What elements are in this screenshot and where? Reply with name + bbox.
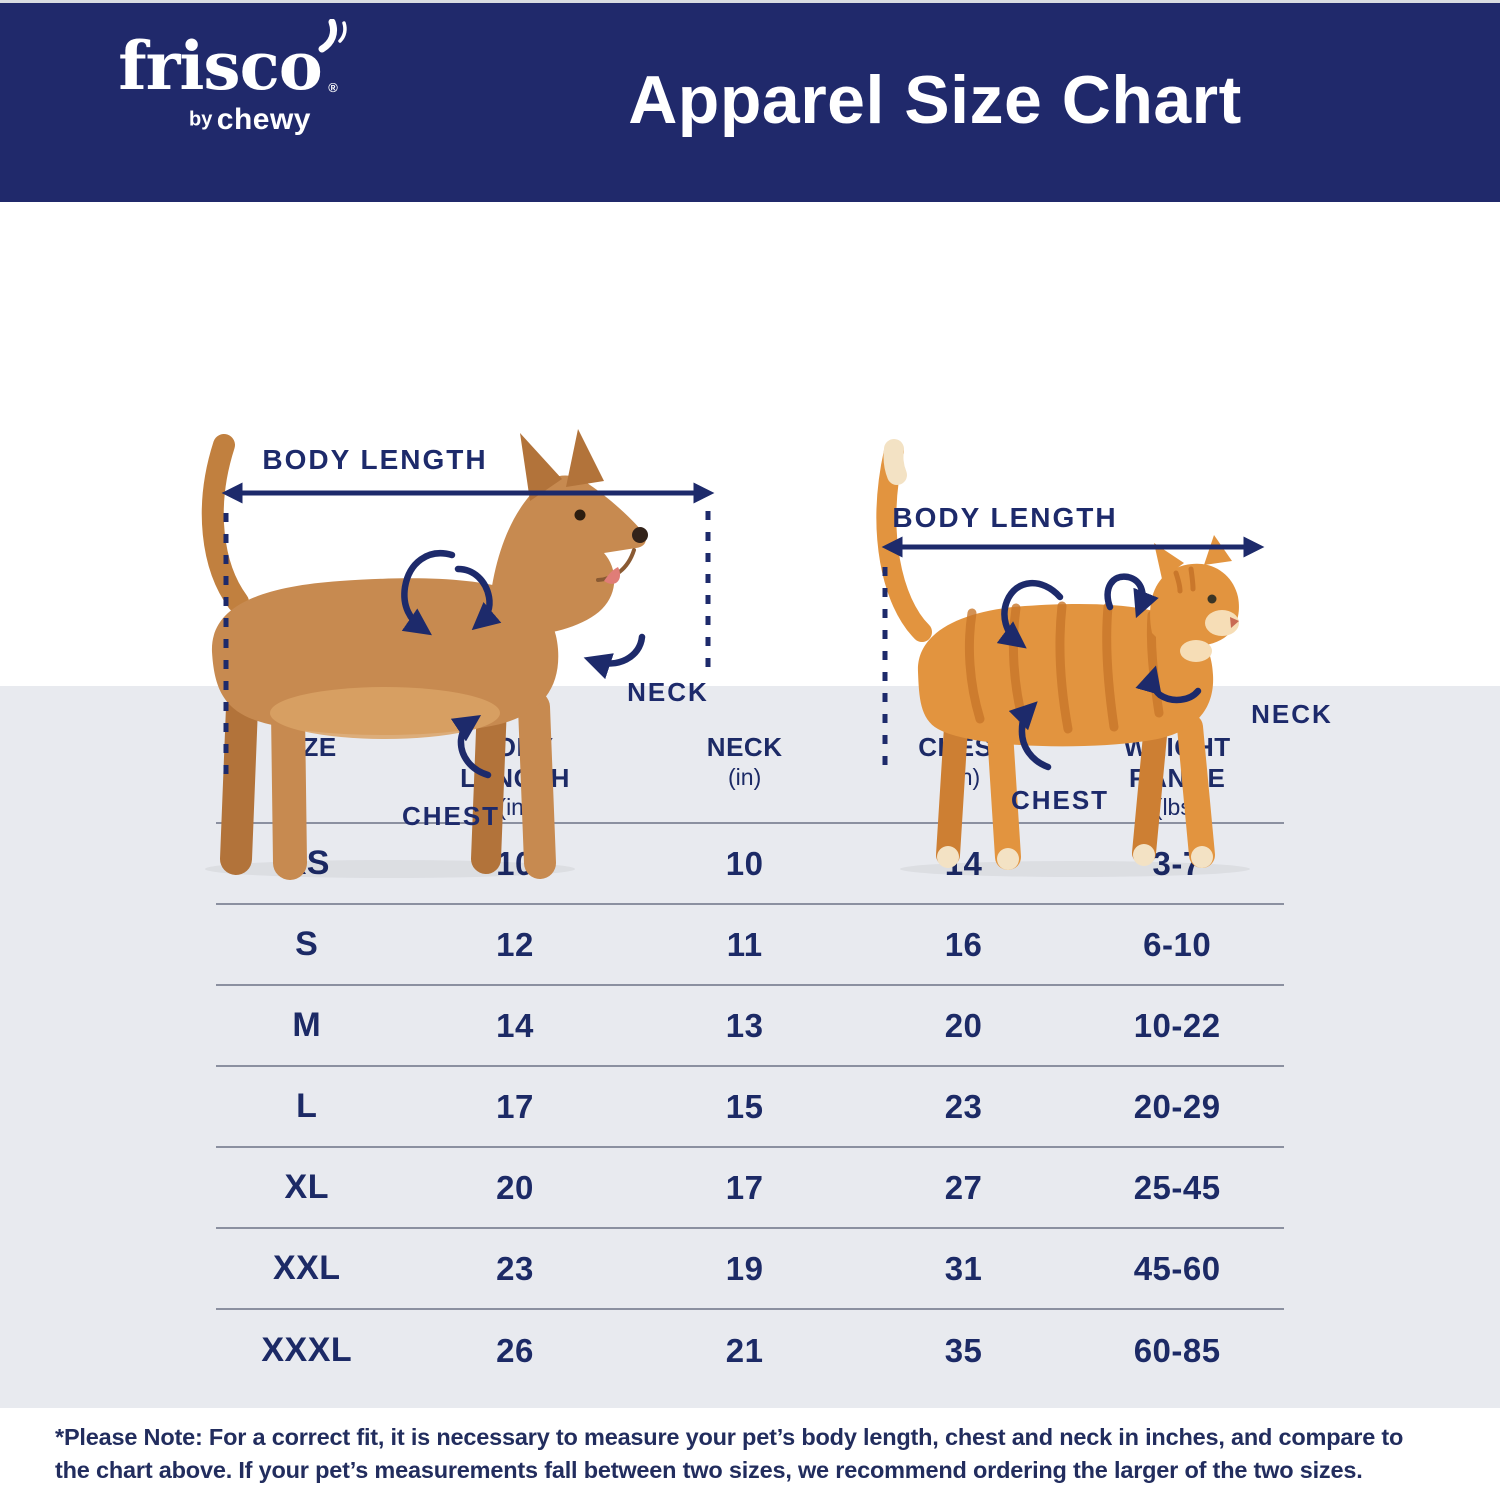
chest-cell: 35 (944, 1331, 983, 1369)
cat-body-length-label: BODY LENGTH (892, 502, 1117, 533)
dog-neck-arrow-icon (583, 633, 646, 680)
cat-shoulder-arrow-icon (1104, 573, 1159, 619)
body-length-cell: 14 (496, 1006, 534, 1044)
tail-swoosh-icon (318, 19, 347, 53)
page-title: Apparel Size Chart (628, 62, 1242, 138)
body-length-cell: 20 (496, 1168, 534, 1206)
chest-cell: 23 (944, 1087, 983, 1125)
size-cell: L (296, 1087, 318, 1126)
size-cell: XXL (272, 1249, 341, 1288)
weight-range-cell: 25-45 (1133, 1168, 1221, 1206)
frisco-logo: frisco ® by chewy (95, 19, 347, 137)
chest-cell: 31 (944, 1249, 983, 1287)
size-cell: M (292, 1006, 322, 1045)
table-row-xxxl: XXXL 26 21 35 60-85 (216, 1310, 1284, 1391)
footnote: *Please Note: For a correct fit, it is n… (0, 1408, 1500, 1500)
cat-illustration: BODY LENGTH NECK CHEST (876, 439, 1333, 877)
chest-cell: 16 (944, 925, 983, 963)
neck-cell: 15 (725, 1087, 764, 1125)
size-cell: XL (284, 1168, 329, 1207)
dog-body-length-label: BODY LENGTH (262, 444, 487, 475)
footnote-line-1: *Please Note: For a correct fit, it is n… (55, 1423, 1404, 1450)
dog-shoulder-arrow-left-icon (401, 550, 456, 636)
dog-annotations (221, 482, 715, 779)
body-length-cell: 23 (496, 1249, 534, 1287)
dog-chest-label: CHEST (402, 801, 500, 831)
dog-illustration: BODY LENGTH NECK CHEST (201, 429, 715, 880)
table-row-s: S 12 11 16 6-10 (216, 905, 1284, 987)
brand-wordmark: frisco (118, 27, 323, 105)
neck-cell: 19 (725, 1249, 764, 1287)
neck-cell: 13 (725, 1006, 764, 1044)
cat-chest-arrow-icon (1008, 701, 1052, 771)
size-cell: XXXL (261, 1331, 353, 1370)
dog-chest-arrow-icon (450, 714, 492, 779)
neck-cell: 21 (725, 1331, 764, 1369)
byline-chewy: chewy (216, 103, 311, 136)
dog-shoulder-arrow-right-icon (454, 565, 502, 631)
byline-by: by (188, 108, 213, 131)
cat-neck-arrow-icon (1135, 665, 1202, 704)
body-length-cell: 17 (496, 1087, 534, 1125)
dog-neck-label: NECK (627, 677, 709, 707)
table-row-xl: XL 20 17 27 25-45 (216, 1148, 1284, 1230)
chest-cell: 20 (944, 1006, 983, 1044)
byline: by chewy (155, 103, 345, 137)
weight-range-cell: 10-22 (1133, 1006, 1221, 1044)
body-length-cell: 26 (496, 1331, 534, 1369)
header: frisco ® by chewy Apparel Size Chart (0, 0, 1500, 202)
weight-range-cell: 45-60 (1133, 1249, 1221, 1287)
table-row-xxl: XXL 23 19 31 45-60 (216, 1229, 1284, 1311)
table-row-xs: XS 10 10 14 3-7 (216, 824, 1284, 906)
weight-range-cell: 60-85 (1133, 1331, 1221, 1369)
footnote-line-2: the chart above. If your pet’s measureme… (55, 1457, 1363, 1483)
table-row-l: L 17 15 23 20-29 (216, 1067, 1284, 1149)
cat-annotations (881, 536, 1265, 771)
measurement-diagram-section: BODY LENGTH NECK CHEST (0, 202, 1500, 880)
cat-back-arrow-icon (996, 579, 1064, 649)
cat-figure: BODY LENGTH NECK CHEST (860, 427, 1440, 887)
dog-figure: BODY LENGTH NECK CHEST (190, 417, 750, 887)
cat-neck-label: NECK (1251, 699, 1333, 729)
size-cell: S (295, 925, 319, 964)
cat-chest-label: CHEST (1011, 785, 1109, 815)
neck-cell: 10 (725, 844, 764, 882)
table-row-m: M 14 13 20 10-22 (216, 986, 1284, 1068)
cat-silhouette (876, 439, 1250, 877)
neck-cell: 17 (725, 1168, 764, 1206)
neck-cell: 11 (726, 925, 763, 963)
weight-range-cell: 6-10 (1143, 925, 1212, 963)
weight-range-cell: 20-29 (1133, 1087, 1221, 1125)
chest-cell: 27 (944, 1168, 983, 1206)
column-header-neck: NECK (in) (706, 732, 783, 790)
registered-mark: ® (328, 80, 338, 95)
body-length-cell: 12 (496, 925, 534, 963)
